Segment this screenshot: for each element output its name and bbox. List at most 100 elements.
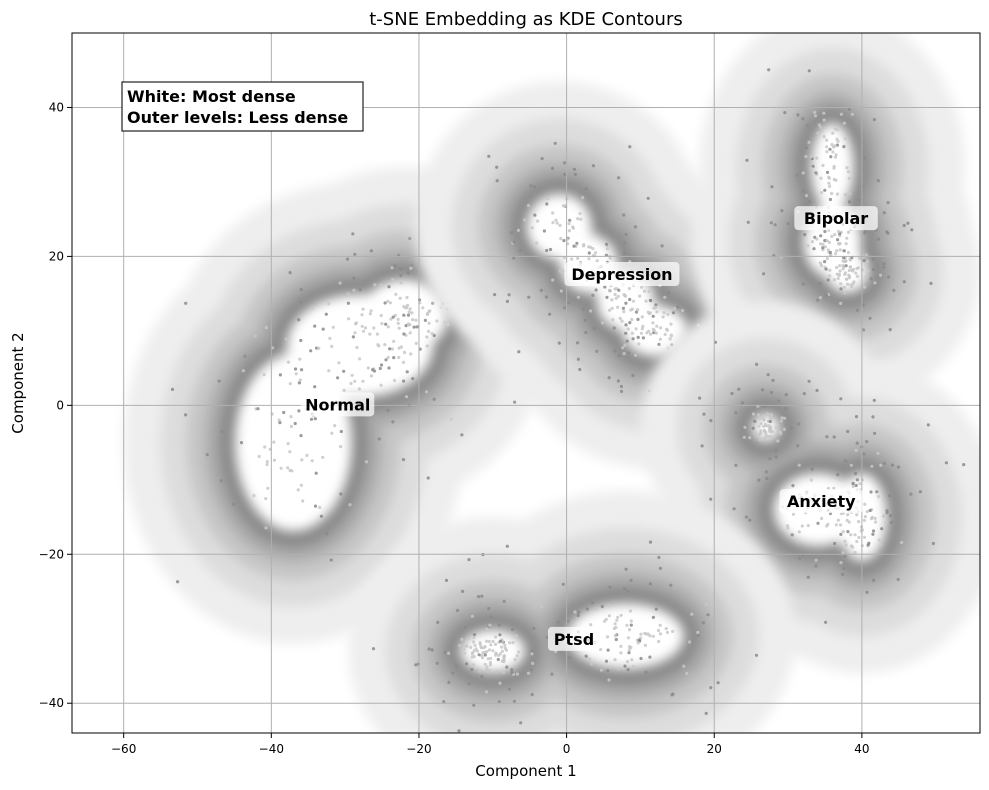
sample-point bbox=[761, 415, 765, 419]
sample-point bbox=[477, 653, 481, 657]
sample-point bbox=[653, 298, 657, 302]
sample-point bbox=[816, 298, 820, 302]
sample-point bbox=[882, 461, 886, 465]
sample-point bbox=[773, 223, 777, 227]
sample-point bbox=[262, 373, 266, 377]
sample-point bbox=[449, 417, 453, 421]
y-tick-label: 20 bbox=[49, 249, 64, 263]
sample-point bbox=[846, 250, 851, 255]
sample-point bbox=[545, 248, 549, 253]
sample-point bbox=[487, 154, 491, 158]
sample-point bbox=[347, 317, 351, 321]
sample-point bbox=[388, 301, 392, 305]
sample-point bbox=[220, 430, 224, 434]
sample-point bbox=[626, 668, 630, 672]
sample-point bbox=[495, 179, 499, 183]
sample-point bbox=[783, 416, 787, 420]
sample-point bbox=[582, 243, 586, 247]
sample-point bbox=[339, 429, 343, 434]
sample-point bbox=[700, 444, 704, 448]
sample-point bbox=[405, 370, 409, 374]
sample-point bbox=[843, 137, 847, 141]
sample-point bbox=[746, 220, 750, 224]
sample-point bbox=[402, 305, 406, 309]
sample-point bbox=[477, 595, 481, 599]
sample-point bbox=[485, 690, 489, 694]
sample-point bbox=[507, 641, 512, 645]
sample-point bbox=[819, 191, 824, 195]
sample-point bbox=[854, 483, 858, 488]
sample-point bbox=[872, 398, 876, 402]
sample-point bbox=[309, 349, 313, 353]
sample-point bbox=[784, 407, 788, 411]
sample-point bbox=[774, 455, 778, 459]
sample-point bbox=[595, 349, 599, 353]
sample-point bbox=[669, 333, 673, 337]
sample-point bbox=[839, 287, 843, 291]
sample-point bbox=[536, 219, 540, 223]
sample-point bbox=[818, 261, 822, 265]
sample-point bbox=[607, 288, 612, 292]
sample-point bbox=[540, 605, 544, 609]
sample-point bbox=[849, 463, 853, 467]
sample-point bbox=[648, 655, 652, 659]
sample-point bbox=[559, 236, 563, 241]
sample-point bbox=[825, 138, 829, 142]
sample-point bbox=[176, 580, 180, 584]
sample-point bbox=[417, 298, 422, 302]
sample-point bbox=[389, 317, 393, 321]
sample-point bbox=[756, 413, 761, 417]
sample-point bbox=[869, 490, 873, 494]
sample-point bbox=[767, 424, 771, 428]
sample-point bbox=[643, 631, 647, 635]
sample-point bbox=[753, 419, 757, 423]
sample-point bbox=[900, 540, 904, 545]
sample-point bbox=[658, 566, 663, 571]
sample-point bbox=[846, 530, 850, 534]
sample-point bbox=[606, 669, 610, 673]
sample-point bbox=[355, 345, 359, 350]
sample-point bbox=[873, 516, 877, 521]
sample-point bbox=[241, 369, 245, 373]
sample-point bbox=[368, 312, 372, 316]
sample-point bbox=[595, 259, 599, 263]
sample-point bbox=[640, 315, 644, 319]
sample-point bbox=[293, 367, 298, 371]
sample-point bbox=[577, 610, 581, 614]
sample-point bbox=[865, 440, 869, 444]
sample-point bbox=[562, 161, 567, 165]
sample-point bbox=[657, 342, 661, 346]
sample-point bbox=[842, 567, 846, 571]
sample-point bbox=[289, 415, 293, 419]
sample-point bbox=[618, 316, 622, 320]
sample-point bbox=[435, 661, 439, 665]
sample-point bbox=[402, 350, 407, 355]
sample-point bbox=[391, 315, 395, 319]
sample-point bbox=[622, 213, 626, 217]
sample-point bbox=[297, 409, 301, 413]
sample-point bbox=[406, 323, 411, 327]
sample-point bbox=[510, 231, 514, 235]
sample-point bbox=[838, 241, 842, 246]
sample-point bbox=[830, 234, 834, 238]
sample-point bbox=[810, 240, 815, 244]
sample-point bbox=[643, 643, 648, 648]
sample-point bbox=[882, 497, 886, 501]
sample-point bbox=[855, 513, 859, 517]
sample-point bbox=[828, 268, 832, 272]
sample-point bbox=[765, 412, 769, 416]
sample-point bbox=[628, 145, 632, 149]
sample-point bbox=[512, 240, 516, 244]
sample-point bbox=[399, 281, 403, 285]
sample-point bbox=[774, 448, 778, 453]
sample-point bbox=[625, 623, 629, 627]
sample-point bbox=[467, 558, 471, 562]
sample-point bbox=[639, 656, 643, 661]
sample-point bbox=[607, 678, 611, 682]
sample-point bbox=[872, 578, 876, 582]
sample-point bbox=[503, 643, 507, 647]
sample-point bbox=[471, 651, 475, 655]
sample-point bbox=[277, 418, 281, 422]
sample-point bbox=[831, 131, 835, 135]
y-tick-label: −20 bbox=[39, 547, 64, 561]
